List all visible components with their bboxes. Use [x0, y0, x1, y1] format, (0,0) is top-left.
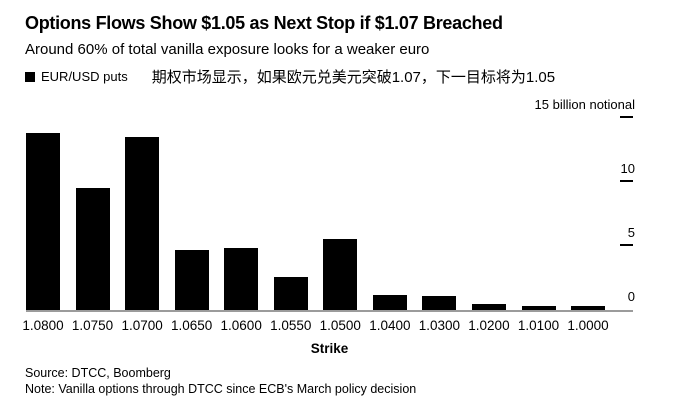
bar-1.0200 — [471, 304, 506, 310]
x-axis-title: Strike — [310, 341, 349, 356]
legend-swatch-icon — [25, 71, 35, 82]
note-text: Note: Vanilla options through DTCC since… — [25, 382, 417, 396]
legend: EUR/USD puts 期权市场显示，如果欧元兑美元突破1.07，下一目标将为… — [25, 66, 555, 87]
bar-1.0800 — [26, 133, 60, 310]
y-tick-mark — [620, 243, 633, 246]
y-tick-label: 10 — [620, 160, 635, 176]
x-tick-label: 1.0550 — [270, 318, 312, 333]
x-tick-label: 1.0800 — [22, 318, 64, 333]
x-tick-label: 1.0000 — [567, 318, 609, 333]
bar-1.0600 — [224, 248, 259, 310]
x-tick-label: 1.0600 — [220, 318, 262, 333]
x-tick-label: 1.0400 — [369, 318, 411, 333]
bar-1.0750 — [75, 188, 110, 310]
bar-1.0100 — [521, 306, 556, 310]
y-tick-label: 0 — [627, 289, 635, 304]
legend-series-label: EUR/USD puts — [41, 69, 128, 84]
bar-1.0300 — [422, 296, 457, 310]
y-tick-mark — [620, 179, 633, 182]
y-tick-label: 5 — [627, 224, 635, 240]
x-tick-label: 1.0700 — [121, 318, 163, 333]
chart-title: Options Flows Show $1.05 as Next Stop if… — [25, 13, 503, 33]
bar-1.0550 — [273, 277, 308, 310]
chart-subtitle: Around 60% of total vanilla exposure loo… — [25, 41, 430, 58]
x-tick-label: 1.0750 — [71, 318, 114, 333]
y-axis-unit-label: 15 billion notional — [534, 96, 635, 112]
x-tick-label: 1.0200 — [468, 318, 510, 333]
x-tick-label: 1.0650 — [170, 318, 213, 333]
bar-1.0700 — [125, 137, 160, 310]
y-tick-mark — [620, 115, 633, 118]
x-tick-label: 1.0300 — [418, 318, 461, 333]
x-axis-line — [26, 310, 633, 312]
x-tick-label: 1.0500 — [319, 318, 361, 333]
bar-1.0400 — [372, 295, 407, 310]
bar-1.0000 — [571, 306, 606, 310]
legend-annotation: 期权市场显示，如果欧元兑美元突破1.07，下一目标将为1.05 — [151, 69, 556, 86]
bar-1.0500 — [323, 239, 358, 310]
source-text: Source: DTCC, Boomberg — [25, 366, 171, 380]
bar-1.0650 — [174, 250, 209, 310]
x-tick-label: 1.0100 — [517, 318, 560, 333]
